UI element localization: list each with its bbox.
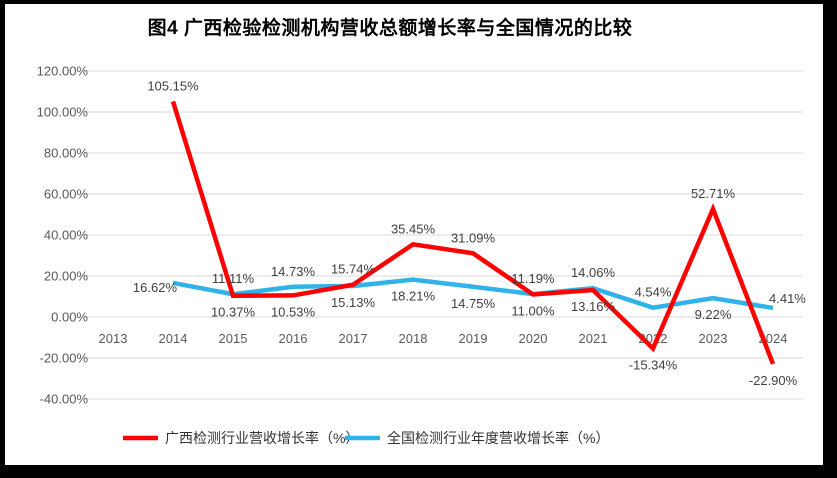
data-label: 10.53% xyxy=(271,304,316,319)
data-label: 105.15% xyxy=(147,78,199,93)
x-axis-tick-label: 2014 xyxy=(159,331,188,346)
y-axis-tick-label: 40.00% xyxy=(44,228,89,243)
data-label: 15.74% xyxy=(331,262,376,277)
x-axis-tick-label: 2016 xyxy=(279,331,308,346)
x-axis-tick-label: 2020 xyxy=(519,331,548,346)
x-axis-tick-label: 2023 xyxy=(699,331,728,346)
gridlines xyxy=(83,70,803,400)
data-label: 31.09% xyxy=(451,230,496,245)
data-label: 35.45% xyxy=(391,221,436,236)
series-lines xyxy=(170,100,776,365)
y-axis-tick-labels: 120.00% 100.00% 80.00% 60.00% 40.00% 20.00% 0.… xyxy=(37,64,89,407)
data-label: 11.19% xyxy=(511,271,555,286)
data-label: 14.75% xyxy=(451,296,496,311)
x-axis-tick-label: 2017 xyxy=(339,331,368,346)
data-label: 4.54% xyxy=(635,285,672,300)
legend-label: 广西检测行业营收增长率（%） xyxy=(165,430,359,446)
data-label: -22.90% xyxy=(749,373,798,388)
data-label: 13.16% xyxy=(571,299,616,314)
data-label: 9.22% xyxy=(695,307,732,322)
y-axis-tick-label: -40.00% xyxy=(40,392,89,407)
data-label: 11.00% xyxy=(511,303,555,318)
legend-item: 全国检测行业年度营收增长率（%） xyxy=(345,430,609,446)
chart-title: 图4 广西检验检测机构营收总额增长率与全国情况的比较 xyxy=(147,18,633,39)
data-label: 16.62% xyxy=(133,280,178,295)
x-axis-tick-label: 2021 xyxy=(579,331,608,346)
series-line-guangxi xyxy=(170,100,776,365)
data-label: -15.34% xyxy=(629,357,678,372)
legend: 广西检测行业营收增长率（%） 全国检测行业年度营收增长率（%） xyxy=(123,430,609,446)
data-label: 14.06% xyxy=(571,265,616,280)
legend-item: 广西检测行业营收增长率（%） xyxy=(123,430,359,446)
y-axis-tick-label: -20.00% xyxy=(40,351,89,366)
y-axis-tick-label: 60.00% xyxy=(44,187,89,202)
data-label: 14.73% xyxy=(271,264,316,279)
x-axis-tick-label: 2013 xyxy=(99,331,128,346)
data-label: 52.71% xyxy=(691,186,736,201)
data-label: 10.37% xyxy=(211,305,256,320)
y-axis-tick-label: 120.00% xyxy=(37,64,89,79)
y-axis-tick-label: 0.00% xyxy=(51,310,88,325)
legend-label: 全国检测行业年度营收增长率（%） xyxy=(387,430,609,446)
x-axis-tick-label: 2015 xyxy=(219,331,248,346)
data-label: 15.13% xyxy=(331,295,376,310)
x-axis-tick-labels: 2013 2014 2015 2016 2017 2018 2019 2020 2021 2022… xyxy=(99,331,788,346)
data-label: 4.41% xyxy=(769,291,806,306)
data-labels: 105.15% 10.37% 10.53% 15.74% 35.45% 31.09% 11.… xyxy=(133,78,806,388)
y-axis-tick-label: 100.00% xyxy=(37,105,89,120)
data-label: 11.11% xyxy=(212,271,255,286)
data-label: 18.21% xyxy=(391,289,436,304)
x-axis-tick-label: 2018 xyxy=(399,331,428,346)
y-axis-tick-label: 20.00% xyxy=(44,269,89,284)
y-axis-tick-label: 80.00% xyxy=(44,146,89,161)
x-axis-tick-label: 2019 xyxy=(459,331,488,346)
